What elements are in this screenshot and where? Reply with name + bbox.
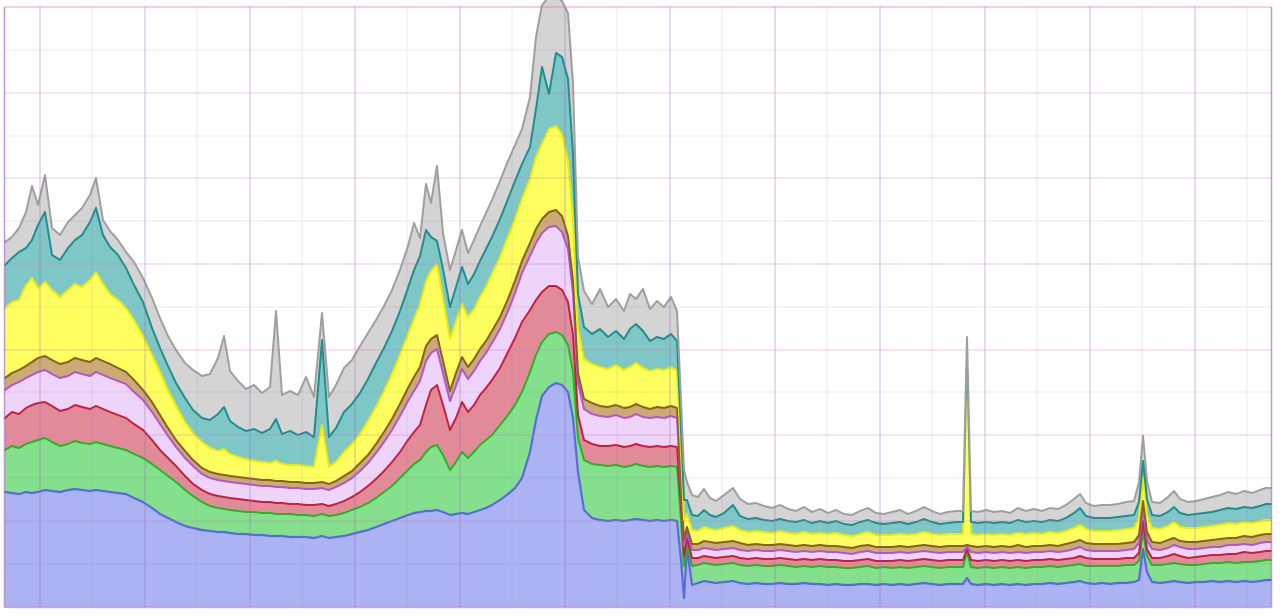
- series-5-tan-line: [4, 209, 1272, 549]
- data-bands: [4, 0, 1272, 608]
- series-3-red-line: [4, 285, 1272, 562]
- series-7-teal-area: [5, 53, 1271, 536]
- series-4-lavender-line: [4, 225, 1272, 555]
- series-6-yellow-line: [4, 125, 1272, 537]
- series-1-blue-area: [5, 383, 1271, 608]
- series-6-yellow-area: [5, 126, 1271, 548]
- series-1-blue-line: [4, 381, 1272, 600]
- series-2-green-line: [4, 331, 1272, 569]
- grid-lines: [3, 6, 1273, 609]
- series-8-gray-line: [4, 0, 1272, 516]
- series-7-teal-line: [4, 52, 1272, 526]
